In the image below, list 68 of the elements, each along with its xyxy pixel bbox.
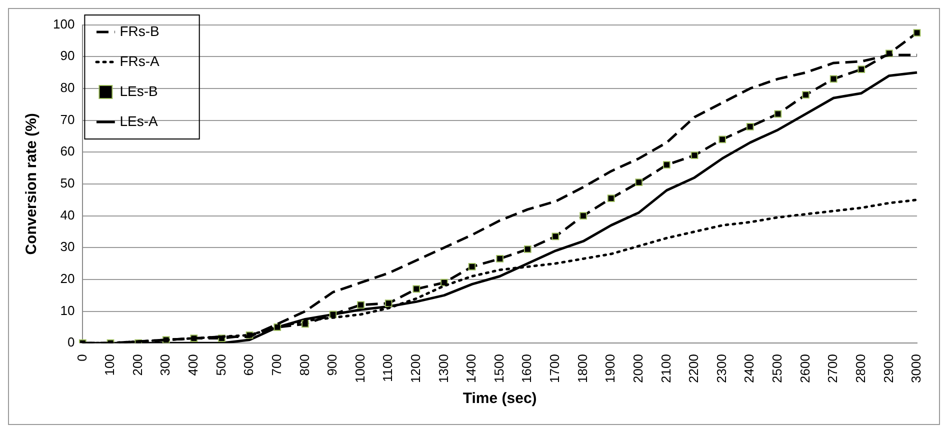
point xyxy=(468,263,476,270)
point xyxy=(357,301,364,309)
x-tick-label: 1900 xyxy=(602,354,618,383)
x-tick-label: 1700 xyxy=(547,354,562,383)
x-tick-label: 200 xyxy=(130,354,145,376)
x-tick-label: 400 xyxy=(186,354,201,376)
legend-label: LEs-A xyxy=(120,112,158,129)
x-tick-label: 1200 xyxy=(408,354,423,383)
x-tick-label: 2600 xyxy=(797,354,812,383)
x-tick-label: 1400 xyxy=(464,354,479,383)
x-tick-label: 1800 xyxy=(574,354,590,383)
point xyxy=(663,161,670,169)
x-tick-label: 500 xyxy=(213,354,228,376)
point xyxy=(496,255,504,262)
x-tick-label: 300 xyxy=(158,354,173,376)
y-tick-label: 30 xyxy=(60,239,75,254)
legend-label: LEs-B xyxy=(120,82,158,99)
y-tick-label: 40 xyxy=(60,207,75,222)
y-tick-label: 80 xyxy=(60,80,75,96)
point xyxy=(774,110,782,118)
y-tick-label: 70 xyxy=(60,112,75,127)
point xyxy=(580,212,587,220)
x-tick-label: 700 xyxy=(268,354,284,376)
point xyxy=(690,152,698,159)
point xyxy=(913,29,921,36)
point xyxy=(552,232,560,240)
x-tick-label: 1500 xyxy=(491,354,506,383)
x-tick-label: 2200 xyxy=(686,354,702,383)
x-tick-label: 3000 xyxy=(908,354,924,383)
point xyxy=(802,91,810,99)
x-tick-label: 2100 xyxy=(658,354,674,383)
point xyxy=(858,66,866,74)
legend-label: FRs-B xyxy=(120,22,160,39)
x-tick-label: 2900 xyxy=(880,354,896,383)
x-tick-label: 1600 xyxy=(519,354,534,383)
x-tick-label: 1300 xyxy=(436,354,451,383)
y-tick-label: 0 xyxy=(67,334,75,350)
legend-label: FRs-A xyxy=(120,52,160,69)
y-tick-label: 10 xyxy=(60,302,75,318)
x-tick-label: 800 xyxy=(296,354,312,376)
x-tick-label: 2800 xyxy=(852,354,868,383)
x-tick-label: 2500 xyxy=(770,354,785,383)
x-tick-label: 1000 xyxy=(352,354,368,383)
x-tick-label: 2300 xyxy=(714,354,729,383)
x-tick-label: 1100 xyxy=(380,354,396,382)
point xyxy=(830,75,838,83)
x-axis-title: Time (sec) xyxy=(462,390,537,408)
point xyxy=(384,300,392,307)
y-tick-label: 50 xyxy=(60,176,75,191)
point xyxy=(440,278,448,286)
x-tick-label: 2400 xyxy=(742,354,757,383)
point xyxy=(635,178,643,186)
y-tick-label: 100 xyxy=(52,16,75,32)
x-tick-label: 100 xyxy=(102,354,118,376)
x-tick-label: 2000 xyxy=(630,354,646,383)
y-tick-label: 90 xyxy=(60,48,75,64)
x-tick-label: 2700 xyxy=(825,354,840,383)
point xyxy=(412,285,420,293)
point xyxy=(718,136,726,144)
point xyxy=(607,194,615,202)
y-tick-label: 60 xyxy=(60,144,75,159)
point xyxy=(524,246,532,253)
point xyxy=(746,122,754,130)
y-tick-label: 20 xyxy=(60,271,75,286)
x-tick-label: 900 xyxy=(324,354,340,376)
x-tick-label: 600 xyxy=(241,354,256,376)
x-tick-label: 0 xyxy=(74,354,90,362)
y-axis-title: Conversion rate (%) xyxy=(23,113,40,255)
